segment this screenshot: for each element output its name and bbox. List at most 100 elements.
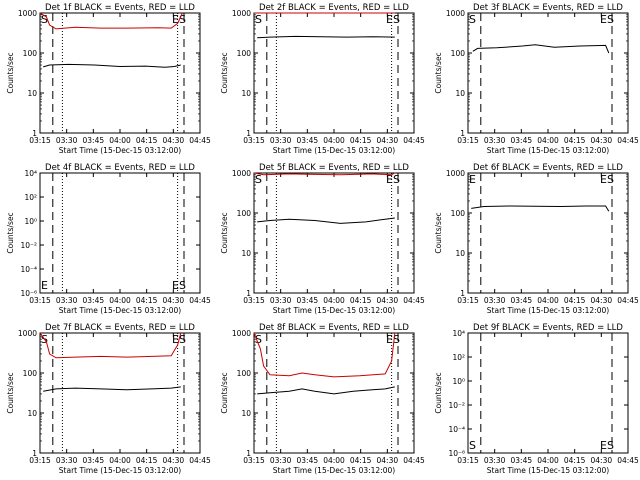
- x-tick-label: 04:45: [403, 296, 425, 305]
- marker-es: ES: [600, 173, 614, 186]
- y-axis-label: Counts/sec: [6, 372, 15, 413]
- chart-panel-3: Det 3f BLACK = Events, RED = LLD 1 10 100 10…: [434, 3, 639, 155]
- marker-s: S: [41, 13, 48, 26]
- x-tick-label: 04:30: [163, 296, 185, 305]
- x-tick-label: 03:45: [297, 296, 319, 305]
- x-axis-label: Start Time (15-Dec-15 03:12:00): [59, 466, 181, 475]
- y-tick-label: 10²: [24, 193, 37, 202]
- x-tick-label: 04:45: [189, 136, 211, 145]
- marker-es: ES: [600, 13, 614, 26]
- plot-frame: [253, 172, 415, 294]
- x-tick-label: 03:30: [56, 296, 78, 305]
- panel-title: Det 6f BLACK = Events, RED = LLD: [473, 163, 623, 173]
- chart-panel-5: Det 5f BLACK = Events, RED = LLD 1 10 100 10…: [220, 163, 425, 315]
- x-tick-label: 03:45: [83, 136, 105, 145]
- y-axis-label: Counts/sec: [220, 372, 229, 413]
- x-tick-label: 03:30: [270, 136, 292, 145]
- chart-panel-9: Det 9f BLACK = Events, RED = LLD 10⁻⁶ 10⁻⁴…: [434, 323, 639, 475]
- panel-title: Det 9f BLACK = Events, RED = LLD: [473, 323, 623, 333]
- x-axis-label: Start Time (15-Dec-15 03:12:00): [273, 306, 395, 315]
- x-axis-label: Start Time (15-Dec-15 03:12:00): [273, 466, 395, 475]
- x-tick-label: 04:30: [377, 456, 399, 465]
- series-line-events: [472, 44, 610, 54]
- marker-s: E: [41, 279, 48, 292]
- x-tick-label: 03:15: [457, 456, 479, 465]
- y-tick-label: 10: [27, 409, 37, 418]
- plot-frame: [467, 12, 629, 134]
- x-tick-label: 04:15: [350, 456, 372, 465]
- y-tick-label: 1: [32, 449, 37, 458]
- y-tick-label: 10⁴: [452, 329, 465, 338]
- x-axis-label: Start Time (15-Dec-15 03:12:00): [487, 146, 609, 155]
- x-tick-label: 04:00: [537, 456, 559, 465]
- series-line-lld: [253, 332, 396, 378]
- chart-panel-2: Det 2f BLACK = Events, RED = LLD 1 10 100 10…: [220, 3, 425, 155]
- plot-frame: [253, 12, 415, 134]
- x-tick-label: 04:15: [136, 456, 158, 465]
- marker-es: ES: [386, 333, 400, 346]
- series-line-lld: [253, 172, 396, 176]
- panel-title: Det 1f BLACK = Events, RED = LLD: [45, 3, 195, 13]
- y-tick-label: 10⁰: [452, 377, 465, 386]
- marker-es: ES: [600, 439, 614, 452]
- chart-panel-4: Det 4f BLACK = Events, RED = LLD 10⁻⁶ 10⁻⁴…: [6, 163, 211, 315]
- x-tick-label: 04:30: [377, 296, 399, 305]
- y-tick-label: 10⁴: [24, 169, 37, 178]
- y-tick-label: 100: [23, 369, 38, 378]
- x-tick-label: 03:45: [83, 296, 105, 305]
- x-tick-label: 04:00: [323, 136, 345, 145]
- plot-frame: [39, 172, 201, 294]
- panel-title: Det 5f BLACK = Events, RED = LLD: [259, 163, 409, 173]
- y-axis-label: Counts/sec: [220, 52, 229, 93]
- series-line-lld: [39, 12, 183, 30]
- x-tick-label: 03:30: [270, 456, 292, 465]
- panel-title: Det 7f BLACK = Events, RED = LLD: [45, 323, 195, 333]
- x-tick-label: 04:30: [377, 136, 399, 145]
- y-tick-label: 10: [455, 249, 465, 258]
- x-tick-label: 03:30: [484, 456, 506, 465]
- panel-title: Det 8f BLACK = Events, RED = LLD: [259, 323, 409, 333]
- plot-frame: [253, 332, 415, 454]
- x-tick-label: 03:30: [484, 136, 506, 145]
- x-tick-label: 04:00: [109, 296, 131, 305]
- x-tick-label: 04:15: [564, 136, 586, 145]
- series-line-events: [43, 63, 181, 68]
- x-axis-label: Start Time (15-Dec-15 03:12:00): [487, 466, 609, 475]
- x-tick-label: 04:45: [617, 456, 639, 465]
- x-tick-label: 03:15: [243, 136, 265, 145]
- y-axis-label: Counts/sec: [434, 372, 443, 413]
- x-tick-label: 04:15: [136, 296, 158, 305]
- y-tick-label: 10: [455, 89, 465, 98]
- x-tick-label: 03:15: [457, 136, 479, 145]
- x-tick-label: 04:00: [109, 136, 131, 145]
- x-tick-label: 03:45: [83, 456, 105, 465]
- x-tick-label: 04:30: [163, 136, 185, 145]
- marker-s: S: [255, 13, 262, 26]
- y-tick-label: 10²: [452, 353, 465, 362]
- marker-s: S: [469, 439, 476, 452]
- x-tick-label: 04:00: [323, 456, 345, 465]
- marker-es: ES: [172, 279, 186, 292]
- marker-s: S: [469, 13, 476, 26]
- y-tick-label: 1000: [232, 169, 251, 178]
- y-tick-label: 1000: [446, 9, 465, 18]
- x-tick-label: 04:00: [109, 456, 131, 465]
- y-tick-label: 1000: [18, 9, 37, 18]
- y-tick-label: 1000: [232, 9, 251, 18]
- plot-frame: [39, 12, 201, 134]
- chart-panel-7: Det 7f BLACK = Events, RED = LLD 1 10 100 10…: [6, 323, 211, 475]
- x-axis-label: Start Time (15-Dec-15 03:12:00): [59, 146, 181, 155]
- x-tick-label: 04:15: [564, 296, 586, 305]
- y-tick-label: 10: [27, 89, 37, 98]
- x-tick-label: 04:00: [537, 136, 559, 145]
- x-tick-label: 03:15: [29, 296, 51, 305]
- plot-frame: [467, 332, 629, 454]
- x-tick-label: 03:45: [511, 296, 533, 305]
- y-axis-label: Counts/sec: [220, 212, 229, 253]
- x-tick-label: 03:45: [297, 136, 319, 145]
- x-tick-label: 04:30: [163, 456, 185, 465]
- series-line-events: [257, 35, 395, 39]
- x-axis-label: Start Time (15-Dec-15 03:12:00): [59, 306, 181, 315]
